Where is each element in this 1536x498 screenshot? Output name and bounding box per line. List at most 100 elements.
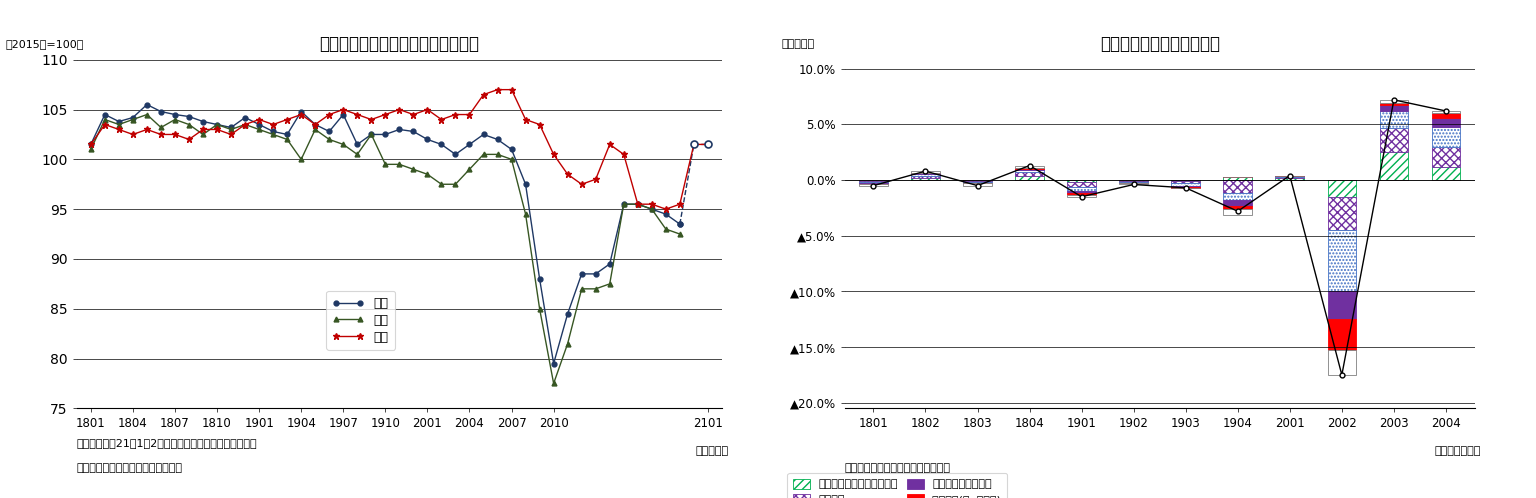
Text: （年・月）: （年・月） xyxy=(696,446,728,456)
Bar xyxy=(1120,182,1147,183)
在庫 xyxy=(628,201,647,207)
出荷 xyxy=(671,231,690,237)
出荷 xyxy=(109,122,127,127)
生産 xyxy=(319,128,338,134)
生産 xyxy=(333,112,352,118)
Bar xyxy=(1015,170,1044,172)
出荷 xyxy=(488,151,507,157)
在庫 xyxy=(95,122,114,127)
出荷 xyxy=(447,181,465,187)
在庫 xyxy=(488,87,507,93)
出荷 xyxy=(461,166,479,172)
生産 xyxy=(109,119,127,124)
Bar xyxy=(1015,168,1044,169)
在庫 xyxy=(207,126,226,132)
Legend: 生産, 出荷, 在庫: 生産, 出荷, 在庫 xyxy=(326,291,395,350)
在庫 xyxy=(544,151,562,157)
Bar xyxy=(859,181,888,182)
生産 xyxy=(306,122,324,127)
Bar xyxy=(1379,100,1409,103)
生産 xyxy=(418,136,436,142)
出荷 xyxy=(587,286,605,292)
生産 xyxy=(502,146,521,152)
出荷 xyxy=(601,281,619,287)
Bar xyxy=(1327,291,1356,319)
Bar xyxy=(1172,187,1200,188)
生産 xyxy=(516,181,535,187)
在庫 xyxy=(362,117,381,123)
出荷 xyxy=(614,201,633,207)
在庫 xyxy=(685,141,703,147)
生産 xyxy=(264,128,283,134)
出荷 xyxy=(81,146,100,152)
Bar xyxy=(911,176,940,178)
在庫 xyxy=(432,117,450,123)
生産 xyxy=(601,261,619,267)
在庫 xyxy=(601,141,619,147)
Bar xyxy=(1327,230,1356,291)
Bar xyxy=(911,171,940,173)
在庫 xyxy=(699,141,717,147)
Bar xyxy=(963,183,992,186)
出荷 xyxy=(152,124,170,130)
Bar xyxy=(1432,113,1461,118)
Bar xyxy=(1224,193,1252,200)
在庫 xyxy=(124,131,143,137)
出荷 xyxy=(306,126,324,132)
生産 xyxy=(362,131,381,137)
Bar xyxy=(1068,193,1095,195)
在庫 xyxy=(278,117,296,123)
Line: 在庫: 在庫 xyxy=(88,86,711,213)
生産 xyxy=(642,206,660,212)
Bar xyxy=(1379,111,1409,127)
出荷 xyxy=(138,112,157,118)
Bar xyxy=(1224,180,1252,193)
Bar xyxy=(1015,176,1044,180)
Title: 鉱工業生産・出荷・在庫指数の推移: 鉱工業生産・出荷・在庫指数の推移 xyxy=(319,35,479,53)
Bar xyxy=(1172,183,1200,186)
Bar xyxy=(1275,177,1304,178)
在庫 xyxy=(138,126,157,132)
Text: （資料）経済産業省「鉱工業指数」: （資料）経済産業省「鉱工業指数」 xyxy=(845,463,951,473)
生産 xyxy=(349,141,367,147)
出荷 xyxy=(333,141,352,147)
生産 xyxy=(292,109,310,115)
在庫 xyxy=(642,201,660,207)
Bar xyxy=(963,180,992,181)
Bar xyxy=(1120,183,1147,184)
Bar xyxy=(1120,180,1147,181)
出荷 xyxy=(502,156,521,162)
Bar xyxy=(1327,180,1356,197)
在庫 xyxy=(656,206,674,212)
在庫 xyxy=(516,117,535,123)
出荷 xyxy=(530,306,548,312)
出荷 xyxy=(376,161,395,167)
生産 xyxy=(432,141,450,147)
Bar xyxy=(1068,187,1095,191)
在庫 xyxy=(530,122,548,127)
Text: （年・四半期）: （年・四半期） xyxy=(1435,446,1481,456)
出荷 xyxy=(278,136,296,142)
在庫 xyxy=(109,126,127,132)
出荷 xyxy=(418,171,436,177)
在庫 xyxy=(194,126,212,132)
Bar xyxy=(1327,197,1356,230)
在庫 xyxy=(152,131,170,137)
Bar xyxy=(1068,195,1095,197)
Bar xyxy=(1224,200,1252,206)
出荷 xyxy=(194,131,212,137)
出荷 xyxy=(559,341,578,347)
Bar xyxy=(1379,103,1409,106)
出荷 xyxy=(573,286,591,292)
在庫 xyxy=(250,117,269,123)
Text: （注）生産の21年1、2月は製造工業生産予測指数で延長: （注）生産の21年1、2月は製造工業生産予測指数で延長 xyxy=(77,438,258,448)
Bar xyxy=(1068,180,1095,182)
在庫 xyxy=(81,141,100,147)
Bar xyxy=(963,182,992,183)
出荷 xyxy=(516,211,535,217)
Bar xyxy=(1224,177,1252,180)
生産 xyxy=(237,115,255,121)
在庫 xyxy=(264,122,283,127)
出荷 xyxy=(656,226,674,232)
出荷 xyxy=(221,126,240,132)
